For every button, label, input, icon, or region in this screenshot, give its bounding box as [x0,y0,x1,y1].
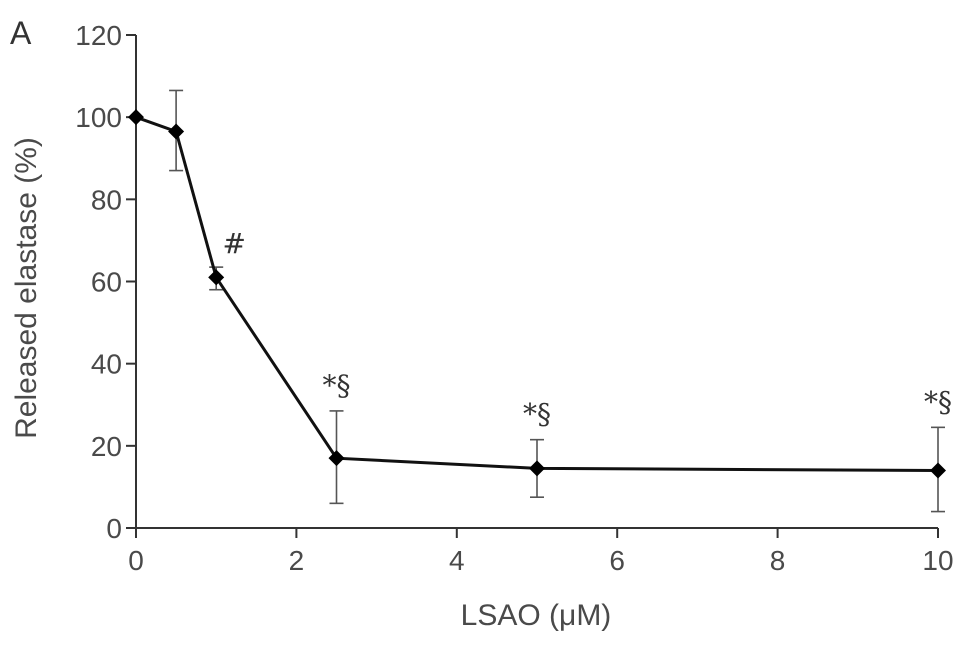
x-tick-label: 4 [449,545,465,576]
panel-label: A [10,15,32,51]
data-point [328,450,345,467]
x-tick-label: 10 [922,545,953,576]
data-point [168,123,185,140]
y-tick-label: 100 [75,102,122,133]
y-tick-label: 60 [91,267,122,298]
significance-annotation: # [222,227,245,260]
significance-annotations: # *§ *§ *§ [222,227,952,431]
error-bars [169,89,945,513]
y-tick-label: 80 [91,184,122,215]
series-line [135,115,939,472]
data-point [128,109,144,126]
y-axis-title: Released elastase (%) [10,137,43,439]
data-point [208,269,225,286]
significance-annotation: *§ [323,369,351,402]
x-tick-label: 6 [609,545,625,576]
y-tick-label: 0 [106,513,122,544]
data-markers [128,109,946,479]
x-axis: 0 2 4 6 8 10 [128,527,954,576]
y-tick-label: 120 [75,20,122,51]
significance-annotation: *§ [523,398,551,431]
data-point [930,462,946,479]
y-tick-label: 20 [91,431,122,462]
data-point [529,460,545,477]
x-tick-label: 8 [770,545,786,576]
x-tick-label: 0 [128,545,144,576]
y-tick-label: 40 [91,349,122,380]
significance-annotation: *§ [924,385,952,418]
x-tick-label: 2 [289,545,305,576]
y-axis: 0 20 40 60 80 100 120 [75,20,137,544]
x-axis-title: LSAO (μM) [461,599,612,632]
